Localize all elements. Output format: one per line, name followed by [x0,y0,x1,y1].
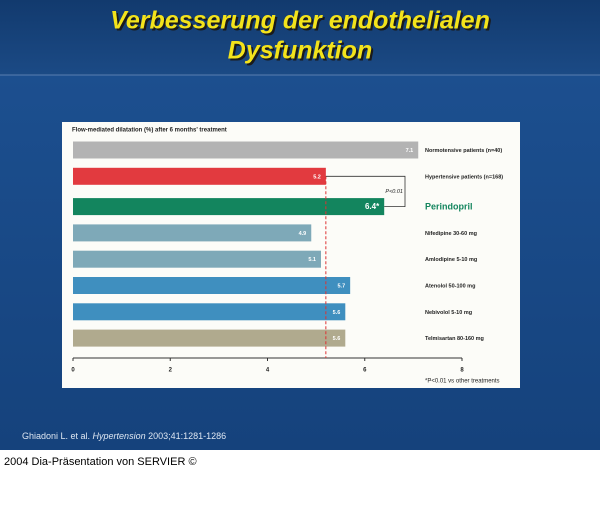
value-label: 5.1 [308,257,316,263]
header-bg [0,0,600,75]
value-label: 4.9 [299,231,307,237]
significance-label: P<0.01 [385,189,403,195]
value-label: 5.6 [333,336,341,342]
category-label: Perindopril [425,201,473,211]
title-line: Verbesserung der endothelialen [110,7,490,35]
category-label: Nebivolol 5-10 mg [425,310,472,316]
x-tick-label: 0 [71,368,75,374]
bar [73,167,326,185]
category-label: Amlodipine 5-10 mg [425,257,477,263]
category-label: Telmisartan 80-160 mg [425,336,484,342]
citation-details: 2003;41:1281-1286 [146,431,227,441]
bar [73,224,312,242]
category-label: Atenolol 50-100 mg [425,283,475,289]
category-label: Normotensive patients (n=40) [425,148,502,154]
plot: 0 2 4 6 8 7.1 Normotensive patients (n=40) 5.2 H… [71,141,503,374]
citation-authors: Ghiadoni L. et al. [22,431,93,441]
title-shadow: Dysfunktion [230,39,374,67]
title-shadow: Verbesserung der endothelialen [112,9,492,37]
bar [73,329,346,347]
citation: Ghiadoni L. et al. Hypertension 2003;41:… [22,431,226,441]
value-label: 5.7 [338,283,346,289]
category-label: Hypertensive patients (n=168) [425,174,503,180]
x-tick-label: 8 [460,368,464,374]
value-label: 7.1 [406,148,414,154]
x-tick-label: 4 [266,368,270,374]
footer: 2004 Dia-Präsentation von SERVIER © [4,456,197,468]
bar [73,277,351,294]
category-label: Nifedipine 30-60 mg [425,231,477,237]
x-tick-label: 2 [169,368,173,374]
x-tick-label: 6 [363,368,367,374]
bar [73,303,346,321]
significance-bracket [325,175,406,207]
bar [73,141,419,159]
slide-title: Verbesserung der endothelialen Verbesser… [110,7,492,67]
bar [73,250,321,268]
footnote: *P<0.01 vs other treatments [425,379,500,385]
title-line: Dysfunktion [228,37,372,65]
value-label: 6.4* [365,202,380,211]
citation-journal: Hypertension [93,431,146,441]
bar [73,198,385,216]
value-label: 5.6 [333,310,341,316]
value-label: 5.2 [313,174,321,180]
chart-title: Flow-mediated dilatation (%) after 6 mon… [72,128,227,134]
